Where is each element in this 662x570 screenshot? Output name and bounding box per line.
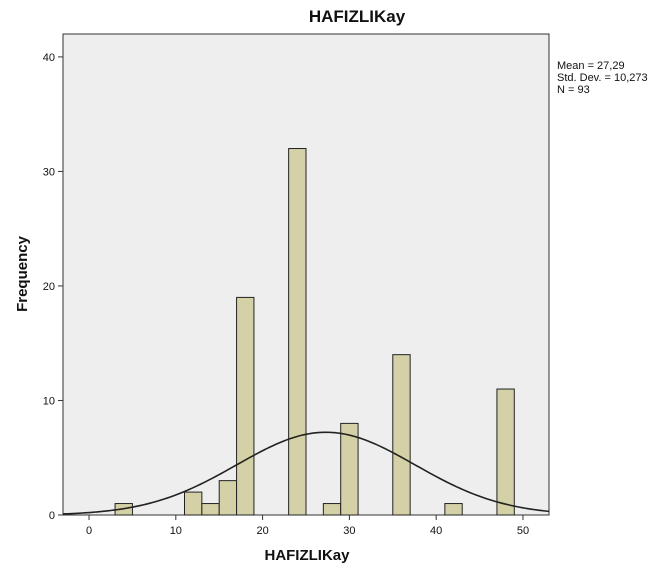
stats-mean: Mean = 27,29 — [557, 60, 625, 72]
histogram-bar — [184, 491, 203, 516]
x-axis-label: HAFIZLIKay — [264, 547, 350, 564]
y-axis: 0 10 20 30 40 — [43, 52, 63, 522]
x-tick-label: 40 — [430, 525, 442, 537]
x-tick-label: 50 — [517, 525, 529, 537]
y-tick-label: 30 — [43, 166, 55, 178]
stats-n: N = 93 — [557, 84, 590, 96]
y-axis-label: Frequency — [14, 235, 31, 312]
stats-std-dev: Std. Dev. = 10,273 — [557, 72, 648, 84]
y-tick-label: 10 — [43, 395, 55, 407]
y-tick-label: 0 — [49, 510, 55, 522]
chart-title: HAFIZLIKay — [309, 7, 406, 26]
histogram-bar — [201, 503, 220, 516]
histogram-bar — [444, 503, 463, 516]
x-tick-label: 30 — [343, 525, 355, 537]
x-tick-label: 0 — [86, 525, 92, 537]
y-tick-label: 40 — [43, 52, 55, 64]
bars-group — [114, 148, 515, 516]
histogram-bar — [236, 296, 255, 516]
histogram-bar — [322, 503, 342, 516]
histogram-bar — [288, 148, 307, 516]
x-tick-label: 20 — [256, 525, 268, 537]
histogram-bar — [218, 480, 238, 516]
histogram-bar — [496, 388, 515, 516]
stats-box: Mean = 27,29 Std. Dev. = 10,273 N = 93 — [557, 60, 648, 96]
y-tick-label: 20 — [43, 281, 55, 293]
histogram-bar — [392, 354, 411, 516]
normal-curve — [62, 431, 550, 515]
x-tick-label: 10 — [170, 525, 182, 537]
x-axis: 0 10 20 30 40 50 — [86, 515, 529, 537]
